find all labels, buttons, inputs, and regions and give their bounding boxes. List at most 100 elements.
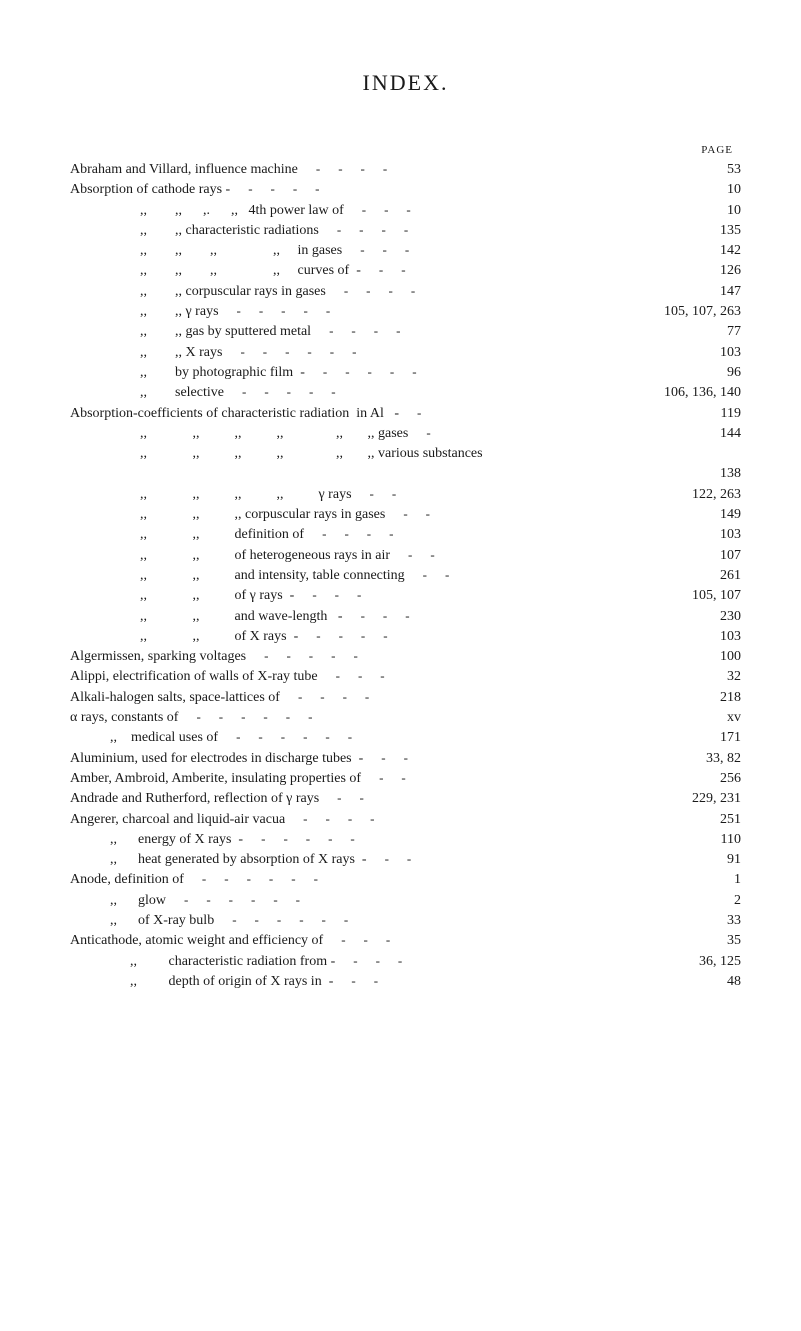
entry-label: Anticathode, atomic weight and efficienc… bbox=[70, 931, 323, 951]
index-title: INDEX. bbox=[70, 70, 741, 96]
entry-page: 171 bbox=[691, 728, 741, 748]
entry-leader: ---- bbox=[319, 221, 691, 241]
entry-label: Aluminium, used for electrodes in discha… bbox=[70, 749, 363, 769]
entry-leader: ----- bbox=[243, 830, 691, 850]
entry-page: 100 bbox=[691, 647, 741, 667]
entry-leader: ----- bbox=[305, 363, 691, 383]
entry-page: 119 bbox=[691, 404, 741, 424]
entry-label: ,, ,, and intensity, table connecting bbox=[140, 566, 405, 586]
entry-leader: ------ bbox=[218, 728, 691, 748]
entry-page: 107 bbox=[691, 546, 741, 566]
index-entry: ,, ,, gas by sputtered metal----77 bbox=[70, 322, 741, 342]
index-entry: ,, ,, ,, ,, in gases---142 bbox=[70, 241, 741, 261]
entry-leader: ---- bbox=[285, 810, 691, 830]
entry-page: 126 bbox=[691, 261, 741, 281]
entry-page: 91 bbox=[691, 850, 741, 870]
entry-leader: ------ bbox=[214, 911, 691, 931]
index-entry: Algermissen, sparking voltages-----100 bbox=[70, 647, 741, 667]
entry-label: ,, ,, ,, ,, ,, ,, gases bbox=[140, 424, 408, 444]
entry-label: Andrade and Rutherford, reflection of γ … bbox=[70, 789, 319, 809]
entry-label: ,, ,, gas by sputtered metal bbox=[140, 322, 311, 342]
entry-leader: --- bbox=[318, 667, 691, 687]
entry-page: 142 bbox=[691, 241, 741, 261]
entry-page: 230 bbox=[691, 607, 741, 627]
index-entry: ,, ,, ,, ,, curves of ---126 bbox=[70, 261, 741, 281]
index-entry: ,, glow------2 bbox=[70, 891, 741, 911]
entry-page: 103 bbox=[691, 343, 741, 363]
entry-page: 138 bbox=[691, 464, 741, 484]
entry-leader bbox=[70, 464, 691, 484]
entry-page: 1 bbox=[691, 870, 741, 890]
entry-leader: -- bbox=[363, 749, 691, 769]
entry-leader: -- bbox=[352, 485, 686, 505]
entry-leader: ------ bbox=[222, 343, 691, 363]
index-entry: ,, by photographic film ------96 bbox=[70, 363, 741, 383]
entry-page: 103 bbox=[691, 525, 741, 545]
entry-page: 103 bbox=[691, 627, 741, 647]
entry-label: ,, ,, ,, corpuscular rays in gases bbox=[140, 505, 385, 525]
entry-leader: ---- bbox=[298, 160, 691, 180]
index-entry: ,, ,, characteristic radiations----135 bbox=[70, 221, 741, 241]
entry-page: 149 bbox=[691, 505, 741, 525]
entry-leader: ---- bbox=[230, 180, 691, 200]
index-entry: Aluminium, used for electrodes in discha… bbox=[70, 749, 741, 769]
entry-label: ,, heat generated by absorption of X ray… bbox=[110, 850, 367, 870]
entry-label: ,, ,, ,. ,, 4th power law of bbox=[140, 201, 344, 221]
entry-label: Anode, definition of bbox=[70, 870, 184, 890]
entry-page: 10 bbox=[691, 180, 741, 200]
index-entry: ,, ,, of γ rays ----105, 107 bbox=[70, 586, 741, 606]
entry-label: ,, ,, ,, ,, ,, ,, various substances bbox=[140, 444, 483, 464]
entry-page: 35 bbox=[691, 931, 741, 951]
index-entry: Alippi, electrification of walls of X-ra… bbox=[70, 667, 741, 687]
index-entries-container: Abraham and Villard, influence machine--… bbox=[70, 160, 741, 992]
entry-label: α rays, constants of bbox=[70, 708, 178, 728]
entry-label: ,, ,, X rays bbox=[140, 343, 222, 363]
entry-leader: -- bbox=[319, 789, 686, 809]
index-entry: ,, ,, and intensity, table connecting--2… bbox=[70, 566, 741, 586]
entry-page: 53 bbox=[691, 160, 741, 180]
entry-leader: -- bbox=[405, 566, 691, 586]
entry-label: Alkali-halogen salts, space-lattices of bbox=[70, 688, 280, 708]
entry-leader: ------ bbox=[166, 891, 691, 911]
index-entry: ,, ,, and wave-length ----230 bbox=[70, 607, 741, 627]
entry-label: Alippi, electrification of walls of X-ra… bbox=[70, 667, 318, 687]
index-entry: Anode, definition of------1 bbox=[70, 870, 741, 890]
entry-label: ,, of X-ray bulb bbox=[110, 911, 214, 931]
entry-leader: -- bbox=[361, 261, 691, 281]
entry-leader: -- bbox=[385, 505, 691, 525]
entry-label: ,, by photographic film - bbox=[140, 363, 305, 383]
entry-label: ,, glow bbox=[110, 891, 166, 911]
index-entry: ,, selective-----106, 136, 140 bbox=[70, 383, 741, 403]
entry-label: ,, ,, definition of bbox=[140, 525, 304, 545]
entry-page: 2 bbox=[691, 891, 741, 911]
entry-leader: -- bbox=[361, 769, 691, 789]
entry-leader: --- bbox=[294, 586, 686, 606]
entry-leader: ------ bbox=[178, 708, 691, 728]
entry-leader: --- bbox=[344, 201, 691, 221]
entry-leader: --- bbox=[342, 241, 691, 261]
entry-label: ,, ,, γ rays bbox=[140, 302, 219, 322]
index-entry: ,, energy of X rays ------110 bbox=[70, 830, 741, 850]
entry-page: 36, 125 bbox=[691, 952, 741, 972]
index-entry: Alkali-halogen salts, space-lattices of-… bbox=[70, 688, 741, 708]
entry-page: 33 bbox=[691, 911, 741, 931]
index-entry: ,, of X-ray bulb------33 bbox=[70, 911, 741, 931]
entry-leader: -- bbox=[367, 850, 691, 870]
entry-page: 218 bbox=[691, 688, 741, 708]
index-entry: ,, ,, ,, ,, ,, ,, various substances bbox=[70, 444, 741, 464]
entry-label: ,, ,, ,, ,, curves of - bbox=[140, 261, 361, 281]
entry-page: 229, 231 bbox=[686, 789, 741, 809]
index-entry: ,, ,, ,, ,, γ rays--122, 263 bbox=[70, 485, 741, 505]
entry-page: 261 bbox=[691, 566, 741, 586]
entry-label: ,, ,, of X rays - bbox=[140, 627, 298, 647]
index-entry: 138 bbox=[70, 464, 741, 484]
entry-page: 77 bbox=[691, 322, 741, 342]
entry-page: 105, 107 bbox=[686, 586, 741, 606]
entry-leader: ------ bbox=[184, 870, 691, 890]
index-entry: Andrade and Rutherford, reflection of γ … bbox=[70, 789, 741, 809]
entry-leader: - bbox=[408, 424, 691, 444]
entry-page: 106, 136, 140 bbox=[658, 383, 741, 403]
entry-page: 10 bbox=[691, 201, 741, 221]
entry-leader: ----- bbox=[246, 647, 691, 667]
entry-page: 110 bbox=[691, 830, 741, 850]
